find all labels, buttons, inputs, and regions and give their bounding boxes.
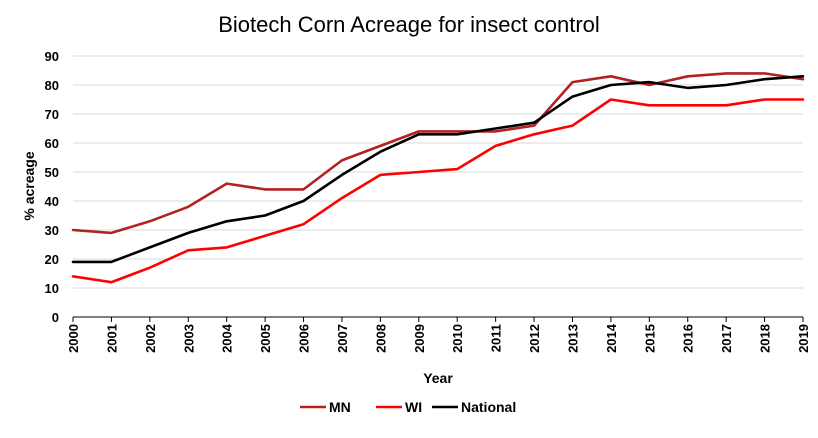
series-line-mn [71, 72, 805, 235]
x-tick-label: 2005 [258, 324, 273, 353]
series-line-national [71, 75, 805, 264]
x-tick-label: 2007 [335, 324, 350, 353]
x-tick-label: 2015 [642, 324, 657, 353]
y-tick-label: 70 [45, 107, 59, 122]
legend-label-mn: MN [329, 399, 351, 415]
series-line-wi [71, 98, 805, 284]
y-tick-label: 10 [45, 281, 59, 296]
x-tick-label: 2016 [681, 324, 696, 353]
x-tick-label: 2018 [758, 324, 773, 353]
y-tick-labels: 0 10 20 30 40 50 60 70 80 90 [45, 49, 59, 325]
x-axis-label: Year [423, 370, 453, 386]
y-tick-label: 50 [45, 165, 59, 180]
y-axis-label: % acreage [21, 151, 37, 220]
x-tick-label: 2009 [412, 324, 427, 353]
x-tick-label: 2011 [489, 324, 504, 352]
x-tick-label: 2002 [143, 324, 158, 353]
x-tick-label: 2013 [565, 324, 580, 353]
y-tick-label: 60 [45, 136, 59, 151]
x-tick-label: 2019 [796, 324, 811, 353]
x-tick-label: 2000 [66, 324, 81, 353]
y-tick-label: 30 [45, 223, 59, 238]
x-tick-label: 2008 [373, 324, 388, 353]
x-tick-label: 2003 [181, 324, 196, 353]
x-tick-labels: 2000 2001 2002 2003 2004 2005 2006 2007 2008 2009… [66, 323, 811, 353]
y-tick-label: 80 [45, 78, 59, 93]
y-tick-label: 0 [52, 310, 59, 325]
chart-title: Biotech Corn Acreage for insect control [218, 12, 600, 37]
axis-layer [72, 316, 804, 322]
legend-label-wi: WI [405, 399, 422, 415]
y-tick-label: 90 [45, 49, 59, 64]
series-layer [71, 72, 805, 284]
x-tick-label: 2012 [527, 324, 542, 353]
x-tick-label: 2010 [450, 324, 465, 353]
x-tick-label: 2006 [297, 324, 312, 353]
legend-label-national: National [461, 399, 516, 415]
x-tick-label: 2017 [719, 324, 734, 353]
x-tick-label: 2004 [220, 323, 235, 353]
y-tick-label: 40 [45, 194, 59, 209]
y-tick-label: 20 [45, 252, 59, 267]
x-tick-label: 2014 [604, 323, 619, 353]
x-tick-label: 2001 [104, 324, 119, 353]
legend: MN WI National [300, 399, 516, 415]
